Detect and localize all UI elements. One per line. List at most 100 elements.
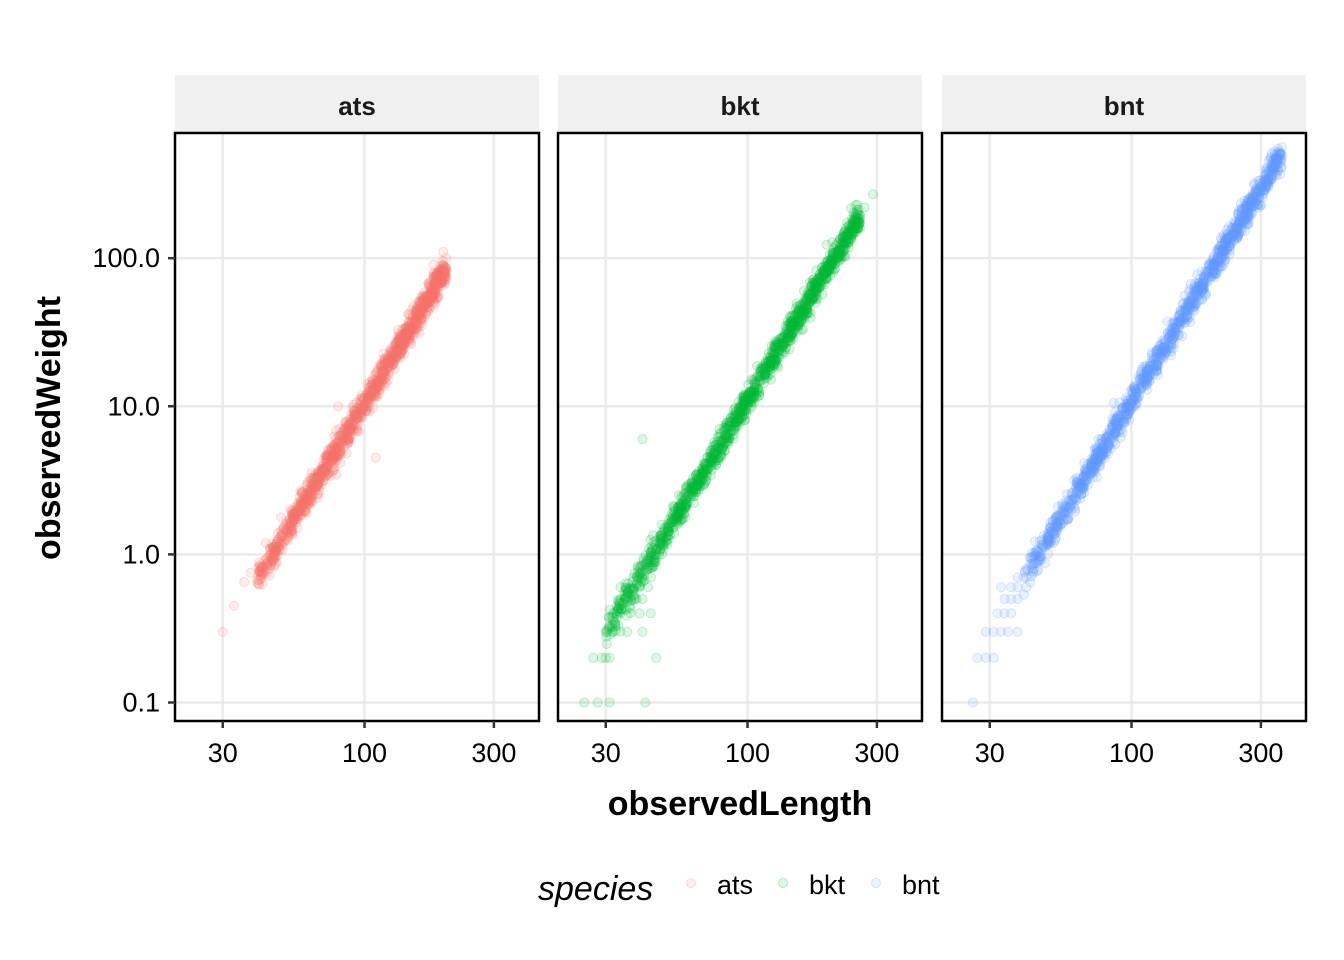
- data-point: [298, 501, 309, 512]
- data-point: [341, 429, 352, 440]
- data-point: [379, 353, 390, 364]
- data-point: [260, 566, 271, 578]
- points-bkt: [579, 189, 879, 708]
- data-point: [272, 541, 284, 553]
- data-point: [440, 271, 451, 282]
- data-point: [296, 498, 308, 509]
- data-point: [310, 482, 321, 494]
- data-point: [1190, 278, 1201, 289]
- data-point: [430, 280, 441, 291]
- data-point: [369, 390, 380, 401]
- data-point: [425, 288, 436, 299]
- data-point: [271, 538, 282, 550]
- data-point: [312, 472, 323, 483]
- data-point: [352, 413, 363, 424]
- data-point: [669, 528, 680, 539]
- data-point: [427, 292, 438, 303]
- data-point: [275, 525, 286, 537]
- data-point: [280, 525, 292, 537]
- data-point: [239, 577, 250, 588]
- data-point: [391, 353, 402, 364]
- data-point: [371, 367, 382, 378]
- data-point: [364, 385, 375, 396]
- data-point: [321, 450, 333, 462]
- data-point: [432, 279, 443, 291]
- data-point: [392, 332, 403, 343]
- data-point: [867, 189, 879, 200]
- data-point: [283, 518, 294, 529]
- facet-ats: ats 30 100 300: [173, 75, 541, 768]
- data-point: [415, 303, 426, 314]
- legend-key-bkt: [777, 877, 789, 889]
- data-point: [433, 271, 444, 282]
- data-point: [379, 367, 390, 378]
- data-point: [414, 303, 425, 314]
- data-point: [426, 290, 437, 301]
- data-point: [389, 352, 400, 363]
- data-point: [346, 422, 357, 433]
- data-point: [309, 476, 320, 488]
- data-point: [325, 456, 336, 467]
- data-point: [270, 552, 281, 564]
- data-point: [306, 491, 317, 502]
- data-point: [283, 527, 294, 539]
- data-point: [407, 323, 418, 334]
- data-point: [310, 468, 322, 479]
- data-point: [422, 306, 433, 317]
- data-point: [409, 316, 420, 327]
- data-point: [376, 372, 387, 383]
- data-point: [288, 515, 299, 526]
- data-point: [368, 386, 379, 397]
- facet-bkt: bkt 30 100 300: [556, 75, 924, 768]
- data-point: [434, 277, 445, 288]
- data-point: [279, 534, 290, 545]
- data-point: [364, 382, 375, 393]
- data-point: [427, 288, 438, 299]
- data-point: [625, 582, 636, 593]
- data-point: [285, 504, 296, 515]
- data-point: [257, 579, 268, 590]
- data-point: [351, 413, 362, 424]
- data-point: [323, 445, 334, 456]
- data-point: [364, 381, 375, 392]
- data-point: [286, 524, 297, 535]
- data-point: [364, 406, 375, 417]
- data-point: [409, 317, 420, 328]
- data-point: [421, 298, 432, 309]
- data-point: [254, 566, 265, 577]
- data-point: [327, 445, 338, 456]
- data-point: [368, 379, 379, 390]
- data-point: [807, 285, 819, 296]
- data-point: [370, 374, 381, 385]
- data-point: [353, 415, 364, 426]
- data-point: [1093, 434, 1104, 445]
- data-point: [380, 365, 391, 376]
- data-point: [359, 400, 370, 411]
- data-point: [373, 364, 384, 375]
- data-point: [967, 697, 979, 708]
- data-point: [301, 499, 312, 510]
- data-point: [429, 288, 440, 299]
- data-point: [375, 361, 386, 372]
- data-point: [1090, 460, 1101, 471]
- data-point: [425, 287, 437, 298]
- data-point: [391, 344, 403, 355]
- data-point: [649, 537, 660, 548]
- data-point: [380, 366, 391, 377]
- data-point: [1204, 259, 1215, 270]
- data-point: [357, 393, 368, 404]
- data-point: [292, 504, 303, 516]
- data-point: [427, 293, 438, 305]
- data-point: [423, 295, 434, 306]
- data-point: [418, 294, 429, 306]
- data-point: [361, 405, 372, 416]
- data-point: [439, 264, 450, 275]
- data-point: [389, 340, 400, 351]
- data-point: [293, 506, 304, 517]
- data-point: [837, 251, 848, 262]
- data-point: [340, 432, 352, 444]
- data-point: [270, 544, 282, 556]
- data-point: [358, 393, 369, 404]
- x-tick-label: 100: [725, 738, 770, 768]
- data-point: [394, 332, 405, 343]
